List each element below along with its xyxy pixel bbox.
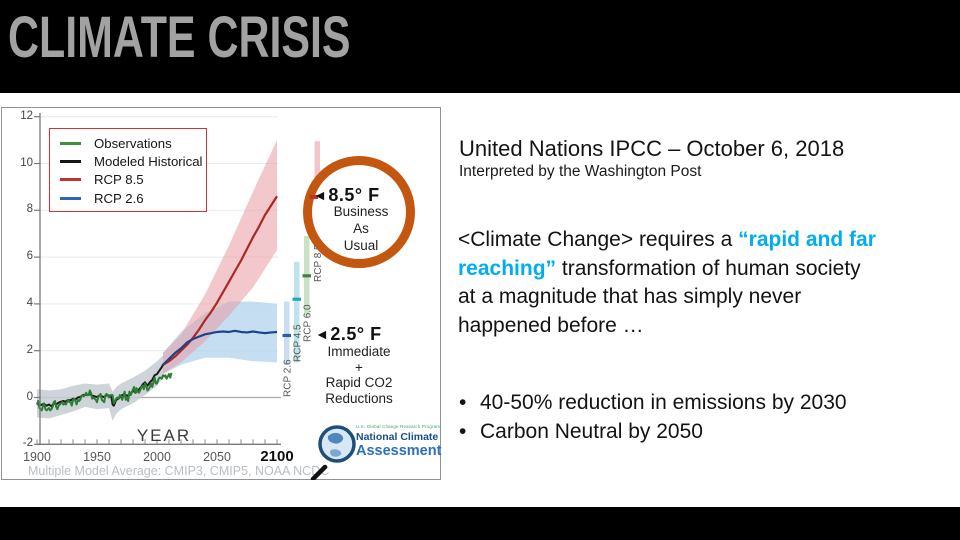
annotation-8-5f: ◄8.5° F bbox=[313, 185, 380, 206]
legend-item: Modeled Historical bbox=[60, 152, 206, 170]
series-rcp-2-6 bbox=[162, 329, 278, 366]
y-tick-label: 6 bbox=[26, 250, 33, 263]
scenario-bar-tick bbox=[302, 274, 311, 278]
bullet-item: • Carbon Neutral by 2050 bbox=[459, 420, 703, 443]
left-arrow-icon: ◄ bbox=[313, 187, 328, 203]
x-tick-label: 1900 bbox=[23, 450, 51, 464]
scenario-bar-rcp-2-6 bbox=[284, 301, 290, 365]
y-tick-label: 8 bbox=[26, 203, 33, 216]
magnifier-globe-icon bbox=[310, 425, 356, 480]
x-tick-label: 2000 bbox=[143, 450, 171, 464]
annotation-8-5f-value: 8.5° F bbox=[328, 185, 380, 205]
nca-logo: U.S. Global Change Research Program Nati… bbox=[304, 420, 442, 480]
source-subheading: Interpreted by the Washington Post bbox=[459, 163, 702, 180]
nca-program-name: U.S. Global Change Research Program bbox=[356, 424, 441, 429]
historical-uncertainty bbox=[37, 355, 163, 421]
series-observations bbox=[36, 372, 173, 412]
y-tick-label: 0 bbox=[26, 390, 33, 403]
bullet-list: • 40-50% reduction in emissions by 2030 • C… bbox=[459, 388, 847, 446]
nca-title-line2: Assessment bbox=[356, 442, 442, 459]
x-tick-label: 2100 bbox=[260, 448, 294, 465]
bullet-item: • 40-50% reduction in emissions by 2030 bbox=[459, 391, 847, 414]
scenario-bar-tick bbox=[292, 297, 301, 301]
chart-footnote: Multiple Model Average: CMIP3, CMIP5, NO… bbox=[28, 464, 330, 478]
y-tick-label: 4 bbox=[26, 296, 33, 309]
legend-item: RCP 8.5 bbox=[60, 171, 206, 189]
x-tick-label: 1950 bbox=[83, 450, 111, 464]
scenario-bar-label: RCP 2.6 bbox=[283, 359, 294, 397]
quote-paragraph-line: <Climate Change> requires a “rapid and f… bbox=[458, 228, 876, 251]
scenario-bar-rcp-4-5 bbox=[294, 261, 300, 363]
y-tick-label: 12 bbox=[20, 109, 33, 122]
rcp26-uncertainty bbox=[163, 301, 277, 375]
bottom-bar bbox=[0, 507, 960, 540]
scenario-bar-label: RCP 4.5 bbox=[293, 324, 304, 362]
quote-paragraph-line: happened before … bbox=[458, 313, 644, 337]
y-tick-label: 2 bbox=[26, 343, 33, 356]
y-tick-label: -2 bbox=[22, 437, 33, 450]
business-as-usual-circle bbox=[303, 156, 415, 268]
quote-paragraph-line: at a magnitude that has simply never bbox=[458, 285, 802, 308]
annotation-2-5f: ◄2.5° F bbox=[315, 324, 382, 345]
scenario-bar-label: RCP 8.5 bbox=[313, 244, 324, 282]
legend-item: Observations bbox=[60, 134, 206, 152]
y-tick-label: 10 bbox=[20, 156, 33, 169]
quote-paragraph-line: reaching” transformation of human societ… bbox=[458, 256, 861, 280]
x-axis-title: YEAR bbox=[136, 426, 192, 445]
business-as-usual-caption: Business As Usual bbox=[333, 204, 389, 253]
x-tick-label: 2050 bbox=[203, 450, 231, 464]
annotation-2-5f-value: 2.5° F bbox=[330, 324, 382, 344]
series-rcp-8-5 bbox=[162, 195, 278, 366]
legend-item: RCP 2.6 bbox=[60, 189, 206, 207]
nca-logo-text: U.S. Global Change Research Program Nati… bbox=[356, 424, 442, 459]
immediate-reductions-caption: Immediate + Rapid CO2 Reductions bbox=[325, 344, 393, 406]
rcp85-value-marker bbox=[310, 195, 318, 199]
quote-paragraph: <Climate Change> requires a “rapid and f… bbox=[458, 226, 958, 340]
left-arrow-icon: ◄ bbox=[315, 326, 330, 342]
chart-legend: Observations Modeled Historical RCP 8.5 RCP… bbox=[49, 128, 207, 213]
rcp85-uncertainty bbox=[163, 140, 277, 375]
nca-title-line1: National Climate bbox=[356, 431, 439, 444]
scenario-bar-tick bbox=[282, 333, 291, 338]
source-heading: United Nations IPCC – October 6, 2018 bbox=[459, 136, 845, 161]
slide-title: CLIMATE CRISIS bbox=[8, 5, 351, 70]
climate-chart-panel: RCP 2.6 RCP 4.5 RCP 6.0 RCP 8.5 Observation… bbox=[1, 107, 441, 480]
scenario-bar-label: RCP 6.0 bbox=[303, 304, 314, 342]
header-bar: CLIMATE CRISIS bbox=[0, 0, 960, 93]
